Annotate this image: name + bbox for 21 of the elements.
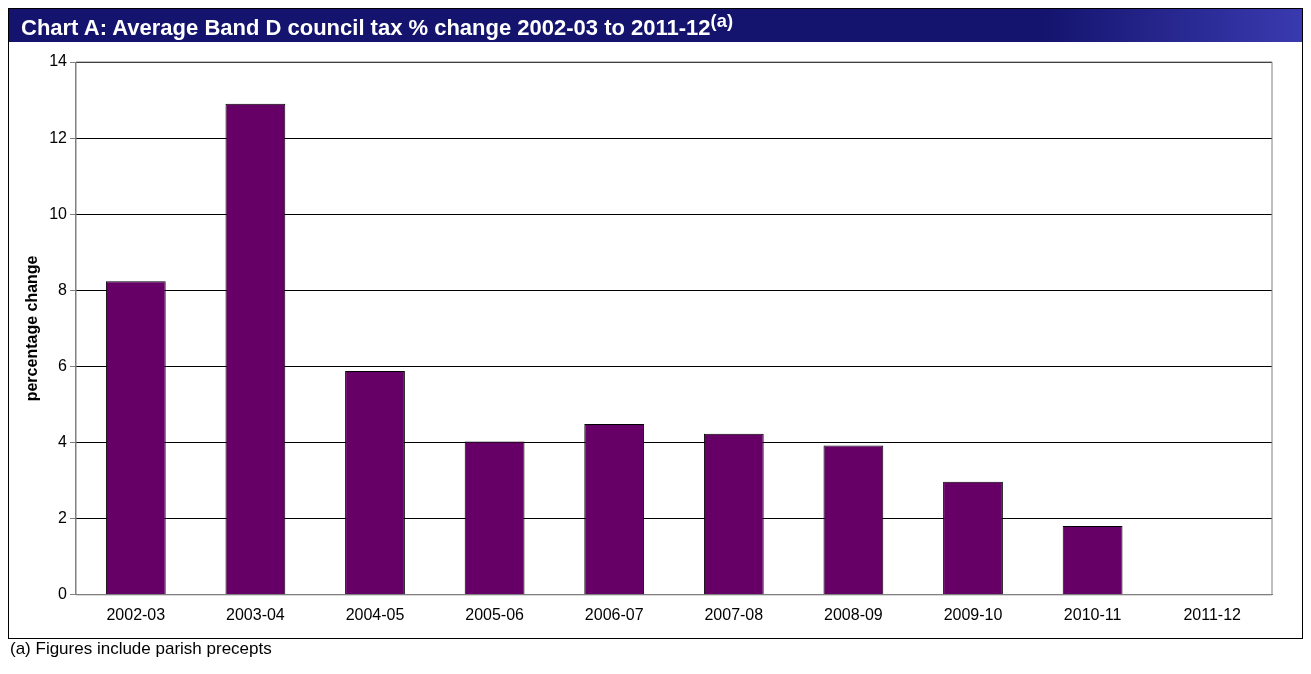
x-tick-label: 2003-04 bbox=[226, 606, 285, 624]
y-tick-label: 4 bbox=[58, 433, 68, 451]
y-axis-title: percentage change bbox=[23, 255, 41, 402]
y-tick-label: 2 bbox=[58, 509, 68, 527]
y-tick-label: 12 bbox=[49, 128, 68, 146]
x-tick-label: 2011-12 bbox=[1183, 606, 1242, 624]
y-tick-label: 6 bbox=[58, 357, 68, 375]
y-tick-label: 14 bbox=[49, 52, 68, 70]
x-tick-label: 2005-06 bbox=[465, 606, 525, 624]
x-tick-label: 2010-11 bbox=[1063, 606, 1122, 624]
x-tick-label: 2002-03 bbox=[106, 606, 166, 624]
y-tick-label: 8 bbox=[58, 281, 68, 299]
x-tick-label: 2006-07 bbox=[584, 606, 644, 624]
x-tick-label: 2004-05 bbox=[345, 606, 405, 624]
x-tick-label: 2007-08 bbox=[704, 606, 764, 624]
x-tick-label: 2008-09 bbox=[824, 606, 883, 624]
y-tick-label: 0 bbox=[58, 585, 68, 603]
text: (a) Figures include parish precepts bbox=[9, 639, 273, 660]
chart-title: Chart A: Average Band D council tax % change 2002-03 to 2011-12$^{(a)}$ bbox=[9, 9, 1302, 43]
y-tick-label: 10 bbox=[49, 204, 68, 222]
x-tick-label: 2009-10 bbox=[943, 606, 1003, 624]
